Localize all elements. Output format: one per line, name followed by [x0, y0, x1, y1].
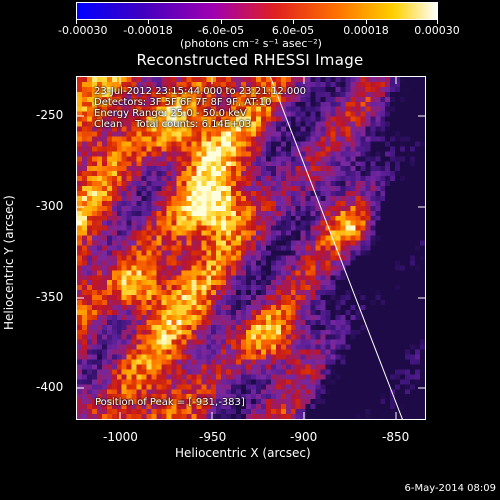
x-axis-label: Heliocentric X (arcsec): [175, 446, 311, 460]
y-tick-label: -300: [36, 199, 64, 213]
y-tick-label: -400: [36, 380, 64, 394]
info-time-range: 23-Jul-2012 23:15:44.000 to 23:21:12.000: [94, 86, 306, 97]
image-plot-area: [76, 76, 426, 420]
colorbar-tick-label: -6.0e-05: [197, 24, 245, 37]
colorbar-tick: [148, 20, 149, 24]
y-tick-label: -250: [36, 108, 64, 122]
colorbar-tick: [221, 20, 222, 24]
colorbar-tick-label: -0.00018: [123, 24, 173, 37]
colorbar-tick: [437, 20, 438, 24]
limb-overlay: [269, 77, 403, 419]
x-tick-label: -950: [199, 430, 227, 444]
y-tick-label: -350: [36, 290, 64, 304]
solar-limb-line: [269, 77, 403, 419]
colorbar-tick: [76, 20, 77, 24]
plot-title: Reconstructed RHESSI Image: [136, 51, 364, 69]
colorbar-tick-label: 0.00030: [414, 24, 460, 37]
rhessi-image-heatmap: [77, 77, 425, 419]
info-detectors: Detectors: 3F 5F 6F 7F 8F 9F, AT:10: [94, 97, 272, 108]
colorbar-tick-label: 0.00018: [343, 24, 389, 37]
colorbar-tick: [293, 20, 294, 24]
colorbar-tick-label: -0.00030: [58, 24, 108, 37]
colorbar-tick-label: 6.0e-05: [271, 24, 315, 37]
colorbar-gradient: [77, 3, 437, 19]
plot-timestamp: 6-May-2014 08:09: [404, 483, 496, 494]
colorbar-tick: [366, 20, 367, 24]
info-algorithm: Clean Total counts: 6.14E+03: [94, 119, 252, 130]
colorbar: [76, 2, 438, 20]
info-energy-range: Energy Range: 25.0 - 50.0 keV: [94, 108, 247, 119]
peak-position: Position of Peak = [-931,-383]: [95, 397, 245, 408]
colorbar-units: (photons cm⁻² s⁻¹ asec⁻²): [180, 37, 322, 50]
x-tick-label: -900: [290, 430, 318, 444]
x-tick-label: -850: [382, 430, 410, 444]
y-axis-label: Heliocentric Y (arcsec): [2, 195, 16, 330]
x-tick-label: -1000: [103, 430, 138, 444]
